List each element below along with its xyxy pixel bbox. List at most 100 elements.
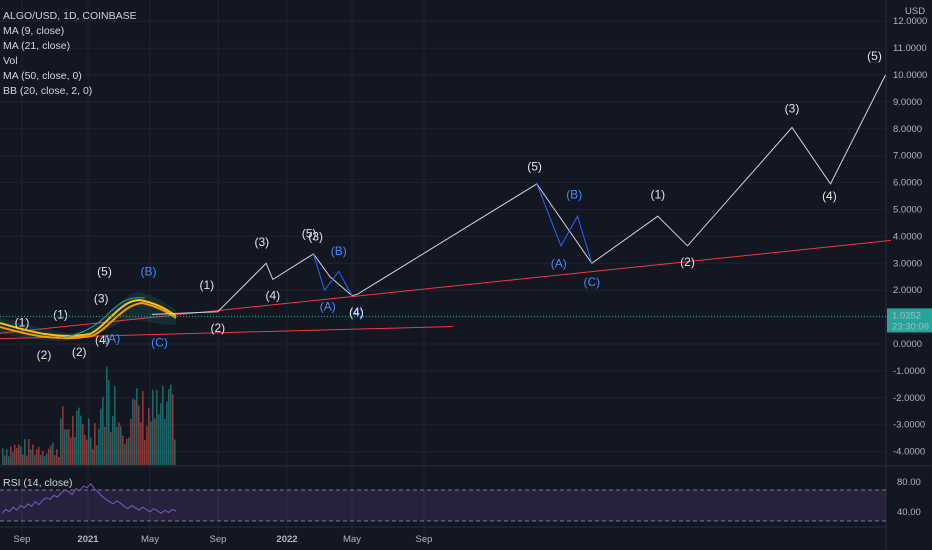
volume-bar bbox=[74, 437, 76, 465]
volume-bar bbox=[172, 394, 174, 465]
volume-bar bbox=[138, 405, 140, 465]
volume-bar bbox=[108, 380, 110, 465]
symbol-label[interactable]: ALGO/USD, 1D, COINBASE bbox=[3, 10, 137, 22]
volume-bar bbox=[36, 449, 38, 465]
volume-bar bbox=[68, 428, 70, 465]
chart-legend: ALGO/USD, 1D, COINBASE MA (9, close) MA … bbox=[3, 9, 137, 99]
volume-bar bbox=[6, 449, 8, 465]
wave-label-8: (5) bbox=[97, 264, 112, 278]
time-tick: 2022 bbox=[276, 534, 297, 545]
indicator-ma50[interactable]: MA (50, close, 0) bbox=[3, 70, 82, 82]
volume-bar bbox=[110, 432, 112, 465]
time-tick: May bbox=[343, 534, 361, 545]
volume-bar bbox=[32, 444, 34, 465]
wave-labels: (1)(2)(1)(2)(3)(4)(A)(5) (B)(C)(1)(2)(3)(… bbox=[15, 49, 882, 362]
time-tick: Sep bbox=[14, 534, 31, 545]
indicator-ma9[interactable]: MA (9, close) bbox=[3, 25, 65, 37]
rsi-tick-80: 80.00 bbox=[897, 477, 921, 488]
rsi-line bbox=[1, 483, 177, 514]
volume-bar bbox=[72, 415, 74, 465]
volume-bar bbox=[154, 418, 156, 465]
volume-bar bbox=[80, 415, 82, 465]
elliott-blue-path-1 bbox=[313, 253, 353, 296]
volume-bar bbox=[4, 455, 6, 465]
volume-bar bbox=[174, 439, 176, 465]
indicator-bb[interactable]: BB (20, close, 2, 0) bbox=[3, 85, 93, 97]
ma-orange bbox=[0, 301, 177, 340]
price-tick: 0.0000 bbox=[893, 339, 922, 350]
currency-label: USD bbox=[905, 6, 925, 17]
volume-bar bbox=[46, 453, 48, 465]
wave-label-3: (1) bbox=[53, 307, 68, 321]
volume-bar bbox=[156, 390, 158, 465]
wave-label-15: (5) bbox=[302, 227, 317, 241]
wave-label-26: (2) bbox=[680, 255, 695, 269]
volume-bar bbox=[122, 435, 124, 465]
price-tick: 12.0000 bbox=[893, 16, 927, 27]
volume-bar bbox=[128, 437, 130, 465]
volume-bar bbox=[70, 437, 72, 465]
rsi-band bbox=[0, 490, 886, 521]
volume-bar bbox=[96, 445, 98, 465]
volume-bar bbox=[52, 442, 54, 465]
volume-bar bbox=[116, 426, 118, 465]
volume-bar bbox=[28, 438, 30, 465]
volume-bar bbox=[58, 457, 60, 465]
volume-bar bbox=[76, 410, 78, 465]
indicator-vol[interactable]: Vol bbox=[3, 55, 18, 67]
volume-bar bbox=[8, 456, 10, 465]
time-axis: Sep 2021 May Sep 2022 May Sep bbox=[14, 534, 433, 545]
volume-bar bbox=[60, 418, 62, 465]
time-tick: May bbox=[141, 534, 159, 545]
time-tick: Sep bbox=[416, 534, 433, 545]
bar-countdown: 23:30:06 bbox=[892, 321, 929, 332]
volume-bar bbox=[20, 446, 22, 465]
volume-bar bbox=[146, 425, 148, 465]
price-tick: 4.0000 bbox=[893, 231, 922, 242]
wave-label-17: (B) bbox=[331, 244, 347, 258]
wave-label-13: (3) bbox=[254, 235, 269, 249]
volume-bar bbox=[112, 415, 114, 465]
volume-bar bbox=[162, 385, 164, 465]
volume-bar bbox=[130, 419, 132, 465]
wave-label-27: (3) bbox=[785, 102, 800, 116]
wave-label-10: (C) bbox=[151, 336, 168, 350]
wave-label-4: (2) bbox=[72, 345, 87, 359]
volume-bar bbox=[12, 452, 14, 465]
wave-label-18: (A) bbox=[320, 299, 336, 313]
volume-bar bbox=[34, 454, 36, 465]
volume-bar bbox=[144, 439, 146, 465]
volume-bar bbox=[42, 450, 44, 465]
bollinger-bands bbox=[0, 291, 176, 342]
wave-label-12: (2) bbox=[210, 321, 225, 335]
volume-bar bbox=[26, 455, 28, 465]
price-tick: 9.0000 bbox=[893, 97, 922, 108]
volume-bar bbox=[56, 448, 58, 465]
last-price-value: 1.0252 bbox=[892, 310, 921, 321]
volume-bar bbox=[62, 406, 64, 465]
volume-bar bbox=[78, 407, 80, 465]
indicator-ma21[interactable]: MA (21, close) bbox=[3, 40, 71, 52]
rsi-indicator-label[interactable]: RSI (14, close) bbox=[3, 477, 73, 489]
volume-bar bbox=[54, 455, 56, 465]
wave-label-28: (4) bbox=[822, 189, 837, 203]
wave-label-6: (4) bbox=[95, 333, 110, 347]
wave-label-1: (1) bbox=[15, 316, 30, 330]
volume-bar bbox=[124, 443, 126, 465]
volume-bar bbox=[66, 429, 68, 465]
wave-label-5: (3) bbox=[94, 291, 109, 305]
volume-bar bbox=[134, 399, 136, 465]
volume-bar bbox=[98, 428, 100, 465]
ma-teal bbox=[59, 297, 146, 339]
trendline-2 bbox=[0, 239, 892, 334]
volume-bar bbox=[92, 448, 94, 465]
volume-bar bbox=[24, 439, 26, 465]
volume-bar bbox=[114, 386, 116, 465]
price-tick: 6.0000 bbox=[893, 178, 922, 189]
wave-label-22: (A) bbox=[551, 256, 567, 270]
price-tick: 5.0000 bbox=[893, 205, 922, 216]
volume-bar bbox=[160, 403, 162, 465]
price-tick: 8.0000 bbox=[893, 124, 922, 135]
